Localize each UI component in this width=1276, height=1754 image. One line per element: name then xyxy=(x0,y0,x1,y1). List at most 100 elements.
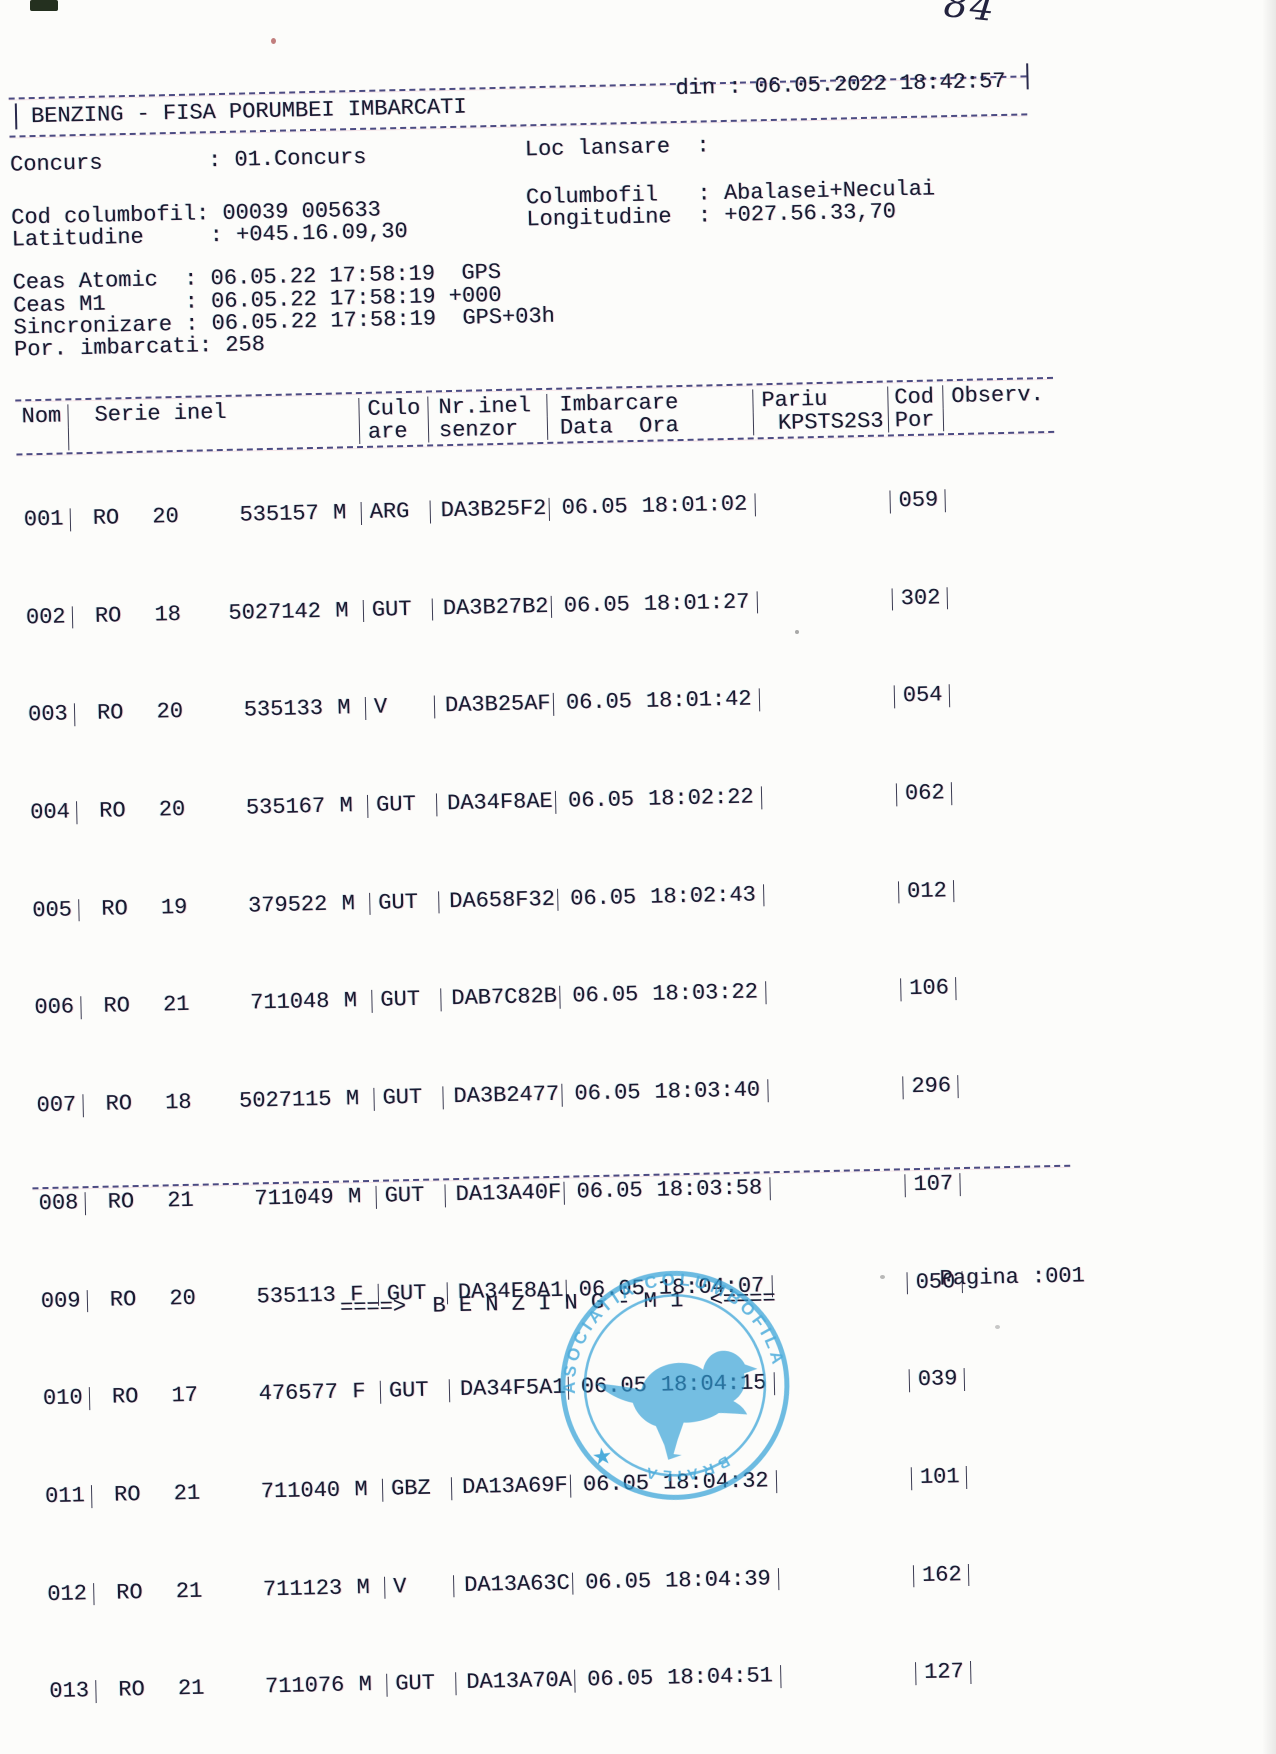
ring-country: RO xyxy=(107,1188,135,1215)
cell-serie-inel: RO 18 5027115 M xyxy=(82,1088,374,1118)
imbarcare-time: 18:01:02 xyxy=(641,493,748,519)
stamp-star: ★ xyxy=(592,1445,613,1469)
cell-pariu xyxy=(760,783,897,810)
cell-nom: 007 xyxy=(36,1094,77,1119)
handwritten-page-number: 84 xyxy=(941,0,999,31)
cell-pariu xyxy=(780,1662,916,1689)
cell-observ xyxy=(952,877,1065,903)
imbarcare-time: 18:01:27 xyxy=(643,591,750,617)
cell-observ xyxy=(969,1658,1082,1684)
imbarcare-time: 18:03:40 xyxy=(654,1079,761,1105)
cell-senzor: DAB7C82B xyxy=(440,986,560,1012)
cell-nom: 003 xyxy=(27,703,69,728)
ring-year: 21 xyxy=(167,1187,195,1214)
imbarcare-time: 18:01:42 xyxy=(645,688,752,715)
field-loc-lansare: Loc lansare : xyxy=(524,133,710,163)
col-header-senzor-2: senzor xyxy=(427,416,548,443)
cell-nom: 012 xyxy=(47,1582,88,1607)
cell-serie-inel: RO 17 476577 F xyxy=(88,1380,381,1411)
cell-senzor: DA3B25AF xyxy=(433,693,554,719)
cell-imbarcare: 06.05 18:03:40 xyxy=(561,1079,768,1107)
cell-observ xyxy=(959,1170,1071,1196)
ring-country: RO xyxy=(101,895,129,922)
cell-observ xyxy=(965,1463,1078,1489)
ring-country: RO xyxy=(116,1579,143,1606)
ring-number: 711040 xyxy=(260,1478,341,1505)
cell-imbarcare: 06.05 18:03:22 xyxy=(559,981,766,1009)
cell-pariu xyxy=(765,978,901,1005)
cell-serie-inel: RO 20 535113 F xyxy=(86,1283,379,1313)
cell-imbarcare: 06.05 18:04:51 xyxy=(574,1665,781,1693)
ring-number: 5027115 xyxy=(238,1088,332,1114)
imbarcare-date: 06.05 xyxy=(587,1666,654,1693)
ring-year: 21 xyxy=(175,1578,203,1604)
col-header-cod-1: Cod xyxy=(887,385,943,410)
cell-serie-inel: RO 20 535133 M xyxy=(73,697,366,727)
cell-nom: 005 xyxy=(32,899,73,923)
cell-senzor: DA3B2477 xyxy=(442,1083,562,1110)
cell-culoare: GUT xyxy=(386,1672,456,1697)
cell-serie-inel: RO 19 379522 M xyxy=(78,892,370,922)
cell-senzor: DA13A69F xyxy=(450,1474,571,1500)
cell-observ xyxy=(957,1072,1069,1098)
cell-culoare: GUT xyxy=(379,1379,450,1404)
ring-number: 476577 xyxy=(258,1380,339,1407)
cell-culoare: GUT xyxy=(371,988,441,1014)
ring-sex: M xyxy=(354,1478,368,1503)
cell-cod-por: 054 xyxy=(893,684,950,709)
header-right-bar xyxy=(1026,63,1029,90)
cell-culoare: GBZ xyxy=(381,1477,452,1502)
boarded-pigeons-table: Nom Serie inel Culo Nr.inel Imbarcare Pa… xyxy=(15,376,1082,1704)
ring-number: 535133 xyxy=(243,697,324,723)
table-row: 001 RO 20 535157 M ARG DA3B25F2 06.05 18… xyxy=(18,486,1056,533)
stamp-outer-ring xyxy=(560,1270,790,1500)
cell-senzor: DA658F32 xyxy=(438,888,558,914)
ring-sex: M xyxy=(337,697,351,721)
cell-nom: 010 xyxy=(42,1387,83,1412)
imbarcare-date: 06.05 xyxy=(584,1568,652,1595)
cell-culoare: GUT xyxy=(375,1184,445,1209)
ring-number: 379522 xyxy=(247,892,328,919)
cell-senzor: DA3B25F2 xyxy=(429,497,550,524)
table-row: 013 RO 21 711076 M GUT DA13A70A 06.05 18… xyxy=(43,1658,1082,1705)
cell-pariu xyxy=(754,490,890,517)
table-row: 006 RO 21 711048 M GUT DAB7C82B 06.05 18… xyxy=(28,975,1067,1021)
cell-serie-inel: RO 21 711076 M xyxy=(95,1673,387,1704)
cell-observ xyxy=(946,584,1059,610)
cell-cod-por: 062 xyxy=(895,782,952,807)
imbarcare-time: 18:03:22 xyxy=(652,981,759,1008)
cell-observ xyxy=(944,486,1056,512)
cell-culoare: ARG xyxy=(360,500,431,525)
imbarcare-date: 06.05 xyxy=(569,884,637,912)
ring-number: 711123 xyxy=(262,1576,343,1602)
field-concurs: Concurs : 01.Concurs xyxy=(9,144,367,178)
table-body: 001 RO 20 535157 M ARG DA3B25F2 06.05 18… xyxy=(17,437,1123,1754)
ring-country: RO xyxy=(113,1481,141,1508)
cell-serie-inel: RO 21 711040 M xyxy=(90,1478,383,1508)
ring-year: 20 xyxy=(158,796,186,823)
ring-number: 535157 xyxy=(239,502,320,528)
field-por-imbarcati: Por. imbarcati: 258 xyxy=(13,332,266,363)
cell-nom: 004 xyxy=(29,801,71,826)
ring-number: 711048 xyxy=(249,990,330,1016)
imbarcare-date: 06.05 xyxy=(572,982,639,1009)
scan-edge-shadow xyxy=(1262,0,1276,1754)
cell-nom: 008 xyxy=(38,1192,79,1216)
cell-observ xyxy=(950,779,1063,805)
ring-sex: M xyxy=(341,892,356,917)
table-row: 003 RO 20 535133 M V DA3B25AF 06.05 18:0… xyxy=(22,682,1061,728)
col-header-culoare-1: Culo xyxy=(358,396,428,422)
cell-observ xyxy=(967,1561,1080,1587)
pigeon-icon xyxy=(596,1350,758,1460)
ring-sex: M xyxy=(347,1185,362,1210)
cell-nom: 013 xyxy=(49,1680,90,1705)
cell-pariu xyxy=(769,1174,905,1200)
cell-nom: 006 xyxy=(34,996,75,1021)
cell-imbarcare: 06.05 18:01:02 xyxy=(548,493,755,521)
ring-year: 21 xyxy=(162,992,190,1018)
imbarcare-time: 18:04:51 xyxy=(667,1665,774,1691)
ring-country: RO xyxy=(96,700,124,727)
col-header-senzor-1: Nr.inel xyxy=(427,393,547,420)
cell-nom: 001 xyxy=(23,508,64,533)
